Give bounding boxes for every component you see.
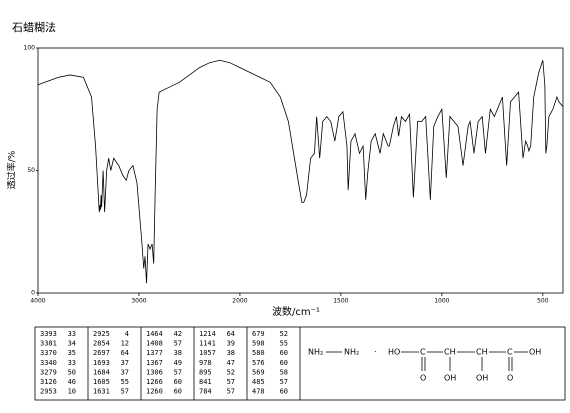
peak-transmittance: 58: [280, 368, 288, 376]
peak-wavenumber: 841: [199, 378, 212, 386]
peak-transmittance: 60: [174, 388, 182, 396]
peak-wavenumber: 1377: [146, 349, 163, 357]
atom: O: [507, 374, 513, 383]
peak-wavenumber: 1631: [93, 388, 110, 396]
peak-wavenumber: 1266: [146, 378, 163, 386]
peak-wavenumber: 1605: [93, 378, 110, 386]
y-tick-label: 100: [24, 45, 36, 52]
peak-wavenumber: 978: [199, 359, 212, 367]
peak-transmittance: 64: [121, 349, 129, 357]
peak-transmittance: 57: [227, 388, 235, 396]
peak-transmittance: 34: [68, 340, 76, 348]
peak-transmittance: 38: [174, 349, 182, 357]
peak-wavenumber: 1260: [146, 388, 163, 396]
peak-transmittance: 57: [174, 368, 182, 376]
peak-transmittance: 46: [68, 378, 76, 386]
peak-wavenumber: 485: [252, 378, 265, 386]
atom: HO: [388, 348, 400, 357]
peak-transmittance: 38: [227, 349, 235, 357]
x-tick-label: 1500: [333, 298, 348, 305]
peak-wavenumber: 1408: [146, 340, 163, 348]
peak-wavenumber: 3126: [40, 378, 57, 386]
peak-transmittance: 4: [125, 330, 129, 338]
peak-wavenumber: 895: [199, 368, 212, 376]
peak-wavenumber: 3393: [40, 330, 57, 338]
peak-wavenumber: 3381: [40, 340, 57, 348]
peak-wavenumber: 1306: [146, 368, 163, 376]
peak-transmittance: 52: [227, 368, 235, 376]
peak-wavenumber: 478: [252, 388, 265, 396]
peak-wavenumber: 2854: [93, 340, 110, 348]
peak-wavenumber: 1367: [146, 359, 163, 367]
peak-transmittance: 49: [174, 359, 182, 367]
peak-transmittance: 60: [174, 378, 182, 386]
x-tick-label: 2000: [232, 298, 247, 305]
peak-transmittance: 12: [121, 340, 129, 348]
y-tick-label: 50: [27, 167, 35, 174]
atom: OH: [529, 348, 541, 357]
peak-transmittance: 52: [280, 330, 288, 338]
peak-wavenumber: 598: [252, 340, 265, 348]
peak-transmittance: 60: [280, 349, 288, 357]
peak-transmittance: 50: [68, 368, 76, 376]
structure: NH₂ NH₂ · HO C CH CH C OH O OH OH O: [308, 348, 541, 383]
atom: OH: [444, 374, 456, 383]
peak-wavenumber: 3340: [40, 359, 57, 367]
peak-wavenumber: 1684: [93, 368, 110, 376]
peak-transmittance: 57: [280, 378, 288, 386]
peak-transmittance: 37: [121, 368, 129, 376]
x-tick-label: 3000: [131, 298, 146, 305]
peak-wavenumber: 580: [252, 349, 265, 357]
peak-wavenumber: 3370: [40, 349, 57, 357]
peak-transmittance: 39: [227, 340, 235, 348]
atom: CH: [444, 348, 456, 357]
x-tick-label: 4000: [30, 298, 45, 305]
y-tick-label: 0: [31, 290, 35, 297]
atom: O: [420, 374, 426, 383]
peak-wavenumber: 784: [199, 388, 212, 396]
y-axis-label: 透过率/%: [6, 150, 18, 189]
atom: OH: [476, 374, 488, 383]
peak-wavenumber: 679: [252, 330, 265, 338]
peak-transmittance: 55: [280, 340, 288, 348]
peak-transmittance: 60: [280, 388, 288, 396]
peak-transmittance: 57: [174, 340, 182, 348]
peak-wavenumber: 1141: [199, 340, 216, 348]
peak-wavenumber: 2925: [93, 330, 110, 338]
atom: C: [507, 348, 513, 357]
peak-wavenumber: 569: [252, 368, 265, 376]
peak-transmittance: 57: [227, 378, 235, 386]
peak-transmittance: 55: [121, 378, 129, 386]
peak-transmittance: 33: [68, 330, 76, 338]
atom: C: [420, 348, 426, 357]
peak-wavenumber: 2953: [40, 388, 57, 396]
peak-wavenumber: 1214: [199, 330, 216, 338]
peak-transmittance: 42: [174, 330, 182, 338]
plot-frame: [37, 47, 564, 294]
atom: ·: [374, 348, 377, 357]
peak-transmittance: 35: [68, 349, 76, 357]
chart-title: 石蜡糊法: [12, 20, 56, 34]
spectrum-line: [37, 59, 564, 284]
peak-wavenumber: 576: [252, 359, 265, 367]
peak-wavenumber: 3279: [40, 368, 57, 376]
atom: NH₂: [344, 348, 359, 357]
x-tick-label: 1000: [434, 298, 449, 305]
atom: CH: [476, 348, 488, 357]
peak-transmittance: 60: [280, 359, 288, 367]
peak-transmittance: 33: [68, 359, 76, 367]
x-axis-label: 波数/cm⁻¹: [272, 305, 320, 318]
peak-transmittance: 64: [227, 330, 235, 338]
peak-transmittance: 37: [121, 359, 129, 367]
x-tick-label: 500: [537, 298, 549, 305]
peak-transmittance: 10: [68, 388, 76, 396]
peak-wavenumber: 2697: [93, 349, 110, 357]
peak-transmittance: 47: [227, 359, 235, 367]
peak-wavenumber: 1057: [199, 349, 216, 357]
peak-wavenumber: 1464: [146, 330, 163, 338]
peak-wavenumber: 1693: [93, 359, 110, 367]
atom: NH₂: [308, 348, 323, 357]
peak-transmittance: 57: [121, 388, 129, 396]
